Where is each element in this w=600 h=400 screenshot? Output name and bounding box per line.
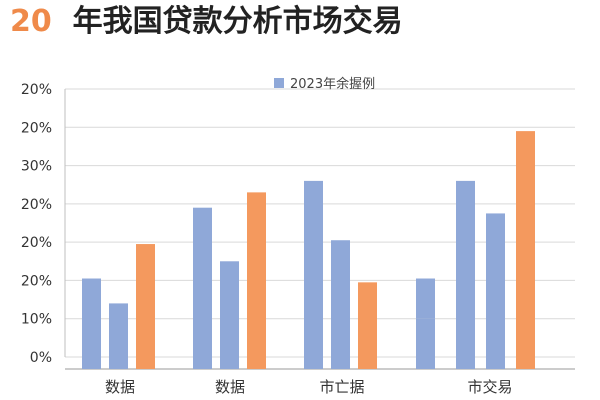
bar	[416, 278, 435, 319]
bar	[516, 131, 535, 369]
x-tick-label: 数据	[105, 378, 135, 396]
bar	[247, 192, 266, 369]
legend-swatch	[274, 78, 284, 88]
bar	[136, 244, 155, 369]
bar	[358, 282, 377, 369]
bar	[82, 278, 101, 369]
bar	[109, 303, 128, 369]
legend-label: 2023年余握例	[290, 76, 375, 92]
bar	[416, 318, 435, 369]
y-tick-label: 20%	[21, 273, 52, 289]
bar	[486, 213, 505, 369]
y-tick-label: 30%	[21, 159, 52, 175]
bar	[331, 240, 350, 369]
title-accent: 20	[10, 4, 52, 39]
chart-title: 20 年我国贷款分析市场交易	[10, 0, 403, 44]
y-tick-label: 20%	[21, 197, 52, 213]
x-tick-label: 市亡据	[319, 378, 364, 396]
bar	[304, 180, 323, 369]
y-tick-label: 10%	[21, 312, 52, 328]
x-tick-label: 数据	[215, 378, 245, 396]
title-main: 年我国贷款分析市场交易	[72, 4, 403, 39]
bar	[456, 180, 475, 369]
y-tick-label: 0%	[30, 350, 52, 366]
y-tick-label: 20%	[21, 235, 52, 251]
bar	[220, 261, 239, 369]
x-tick-label: 市交易	[467, 378, 512, 396]
y-tick-label: 20%	[21, 82, 52, 98]
y-tick-label: 20%	[21, 120, 52, 136]
bar	[193, 207, 212, 369]
